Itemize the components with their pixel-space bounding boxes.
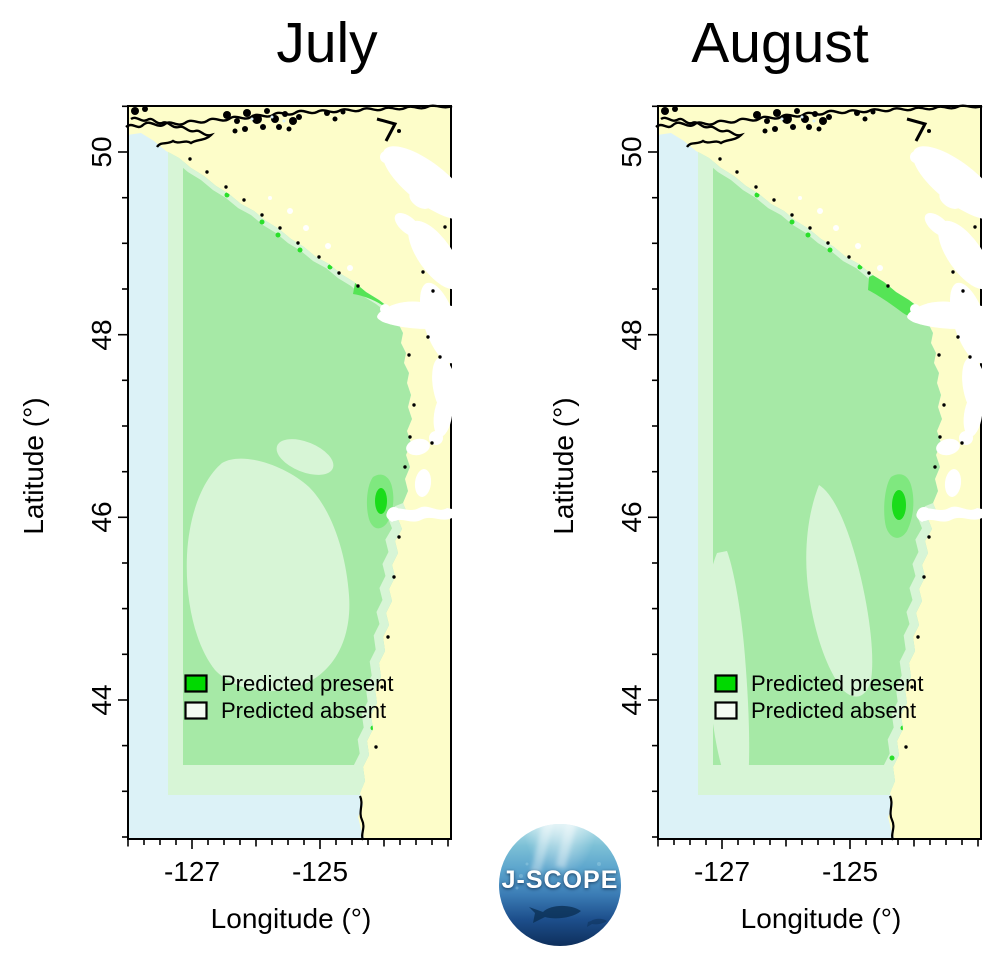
ytick-50-august: 50 (616, 136, 647, 168)
ytick-48-july: 48 (86, 319, 117, 351)
light-rays-decoration (520, 824, 600, 879)
panel-title-august: August (691, 11, 869, 75)
coastline-details (655, 104, 983, 841)
ytick-48-august: 48 (616, 319, 647, 351)
jscope-logo: J-SCOPE (499, 824, 621, 946)
xtick-125-july: -125 (291, 856, 349, 887)
xtick-127-july: -127 (163, 856, 221, 887)
y-axis-title-july: Latitude (°) (18, 397, 49, 535)
predicted-absent-patches (698, 152, 942, 795)
ytick-46-august: 46 (616, 501, 647, 533)
legend-present-swatch-july (184, 674, 208, 693)
map-panel-august (648, 104, 996, 849)
jscope-logo-text: J-SCOPE (501, 866, 619, 894)
map-panel-july (118, 104, 466, 849)
panel-title-july: July (276, 11, 378, 75)
legend-absent-label-july: Predicted absent (221, 698, 387, 723)
ytick-44-august: 44 (616, 684, 647, 716)
ytick-46-july: 46 (86, 501, 117, 533)
legend-present-label-august: Predicted present (751, 671, 924, 696)
plot-border (127, 105, 452, 840)
ytick-44-july: 44 (86, 684, 117, 716)
plot-border (657, 105, 982, 840)
axis-ticks (648, 105, 979, 849)
coastline-details (125, 104, 453, 841)
y-axis-title-august: Latitude (°) (548, 397, 579, 535)
inland-waters (268, 146, 466, 522)
legend-present-swatch-august (714, 674, 738, 693)
axis-ticks (118, 105, 449, 849)
predicted-present-region (698, 152, 942, 795)
ytick-50-july: 50 (86, 136, 117, 168)
xtick-125-august: -125 (821, 856, 879, 887)
x-axis-title-july: Longitude (°) (210, 903, 372, 934)
inland-waters (798, 146, 996, 522)
x-axis-title-august: Longitude (°) (740, 903, 902, 934)
map-august (648, 104, 996, 849)
fish-icon (515, 862, 607, 927)
map-july (118, 104, 466, 849)
legend-absent-swatch-august (714, 701, 738, 720)
legend-present-label-july: Predicted present (221, 671, 394, 696)
legend-absent-swatch-july (184, 701, 208, 720)
xtick-127-august: -127 (693, 856, 751, 887)
legend-absent-label-august: Predicted absent (751, 698, 917, 723)
